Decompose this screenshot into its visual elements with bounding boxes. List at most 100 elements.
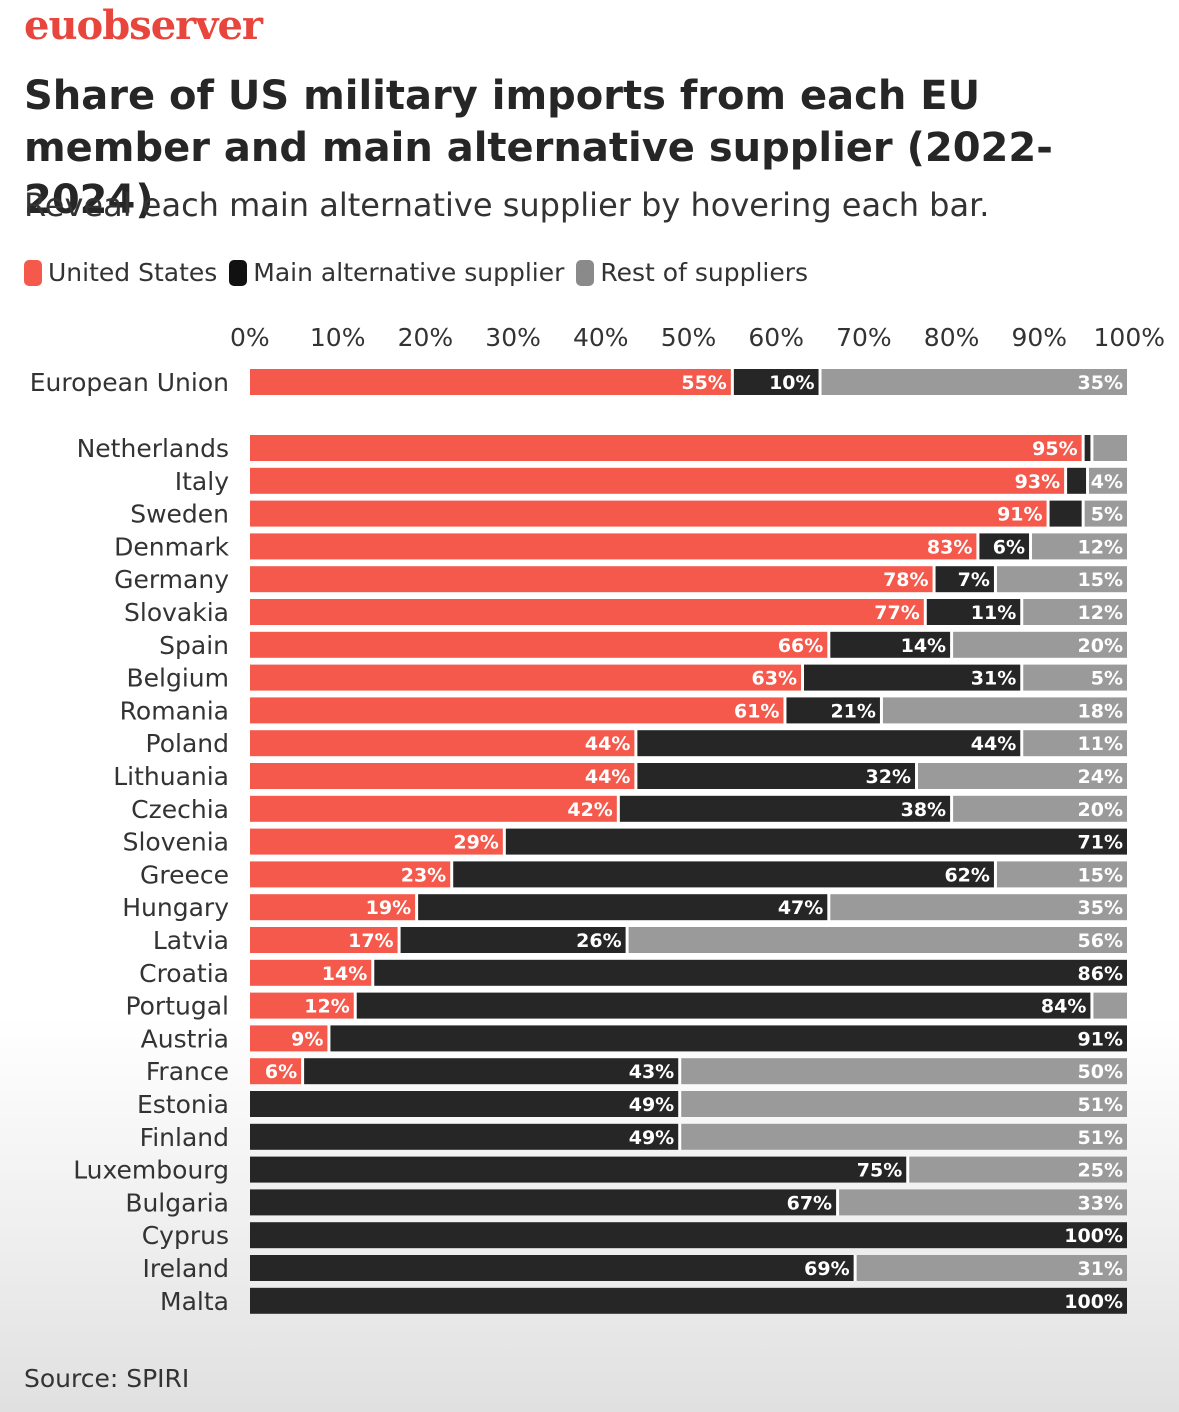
bar-segment-main-alternative — [250, 1255, 854, 1281]
bar-segment-us — [250, 927, 398, 953]
category-label-denmark: Denmark — [114, 532, 229, 561]
legend-item-rest: Rest of suppliers — [576, 258, 808, 287]
data-label: 17% — [348, 930, 393, 952]
data-label: 12% — [1078, 536, 1123, 558]
category-label-latvia: Latvia — [153, 926, 229, 955]
data-label: 6% — [993, 536, 1025, 558]
chart-title: Share of US military imports from each E… — [24, 73, 1053, 223]
data-label: 19% — [366, 897, 411, 919]
bar-segment-rest — [1089, 467, 1127, 494]
bar-segment-rest — [909, 1156, 1127, 1183]
bar-segment-rest — [821, 369, 1127, 395]
x-tick-label: 20% — [398, 323, 454, 352]
bar-segment-rest — [681, 1091, 1127, 1117]
data-label: 67% — [787, 1192, 832, 1214]
x-tick-label: 80% — [924, 323, 980, 352]
bar-segment-rest — [918, 763, 1127, 789]
bar-segment-main-alternative — [733, 369, 819, 395]
data-label: 71% — [1078, 832, 1123, 854]
data-label: 86% — [1078, 963, 1123, 985]
bar-segment-us — [250, 1058, 302, 1085]
data-label: 84% — [1041, 996, 1086, 1018]
bar-segment-us — [250, 533, 977, 560]
data-label: 24% — [1078, 766, 1123, 788]
data-label: 29% — [453, 832, 498, 854]
bar-segment-rest — [882, 697, 1127, 724]
data-label: 95% — [1032, 438, 1077, 460]
bar-segment-us — [250, 1025, 328, 1052]
data-label: 15% — [1078, 569, 1123, 591]
category-label-belgium: Belgium — [127, 664, 230, 693]
bar-segment-main-alternative — [935, 566, 994, 593]
data-label: 15% — [1078, 864, 1123, 886]
bar-segment-main-alternative — [804, 664, 1021, 691]
category-label-czechia: Czechia — [131, 795, 229, 824]
category-label-finland: Finland — [140, 1123, 229, 1152]
data-label: 51% — [1078, 1094, 1123, 1116]
data-label: 26% — [576, 930, 621, 952]
bar-segment-us — [250, 631, 828, 658]
x-tick-label: 90% — [1012, 323, 1068, 352]
legend: United States Main alternative supplier … — [24, 258, 820, 287]
category-label-hungary: Hungary — [122, 893, 229, 922]
bar-segment-main-alternative — [505, 828, 1128, 855]
bar-segment-us — [250, 861, 451, 888]
data-label: 38% — [901, 799, 946, 821]
bar-segment-rest — [830, 894, 1127, 921]
category-label-croatia: Croatia — [139, 959, 229, 988]
data-label: 11% — [971, 602, 1016, 624]
data-label: 69% — [804, 1258, 849, 1280]
data-label: 91% — [997, 504, 1042, 526]
data-label: 100% — [1064, 1291, 1123, 1313]
data-label: 33% — [1078, 1192, 1123, 1214]
category-label-germany: Germany — [114, 565, 229, 594]
data-label: 44% — [585, 766, 630, 788]
data-label: 44% — [585, 733, 630, 755]
legend-label-rest: Rest of suppliers — [600, 258, 809, 287]
data-label: 49% — [629, 1127, 674, 1149]
bar-segment-rest — [1093, 992, 1127, 1019]
bar-segment-main-alternative — [979, 533, 1030, 560]
category-label-lithuania: Lithuania — [113, 762, 229, 791]
data-label: 35% — [1078, 372, 1123, 394]
x-tick-label: 50% — [661, 323, 717, 352]
bar-segment-main-alternative — [926, 599, 1021, 625]
data-label: 50% — [1078, 1061, 1123, 1083]
bar-segment-rest — [839, 1189, 1127, 1216]
category-label-poland: Poland — [146, 729, 229, 758]
bar-segment-rest — [996, 861, 1127, 888]
bar-segment-main-alternative — [637, 730, 1021, 757]
data-label: 47% — [778, 897, 823, 919]
data-label: 91% — [1078, 1028, 1123, 1050]
x-tick-label: 30% — [485, 323, 541, 352]
data-label: 21% — [830, 700, 875, 722]
bar-segment-main-alternative — [400, 927, 626, 953]
bar-segment-rest — [996, 566, 1127, 593]
x-tick-label: 10% — [310, 323, 366, 352]
bar-segment-main-alternative — [619, 795, 951, 822]
source-note: Source: SPIRI — [24, 1364, 190, 1393]
bar-segment-us — [250, 566, 933, 593]
data-label: 12% — [304, 996, 349, 1018]
bar-segment-rest — [628, 927, 1127, 953]
bar-segment-rest — [1023, 730, 1127, 757]
data-label: 6% — [265, 1061, 297, 1083]
bar-segment-us — [250, 664, 802, 691]
category-label-spain: Spain — [159, 631, 229, 660]
data-label: 100% — [1064, 1225, 1123, 1247]
bar-segment-main-alternative — [637, 763, 916, 789]
x-tick-label: 0% — [230, 323, 270, 352]
category-label-estonia: Estonia — [137, 1090, 229, 1119]
legend-label-united-states: United States — [48, 258, 218, 287]
bar-segment-main-alternative — [1084, 435, 1091, 461]
category-label-austria: Austria — [141, 1024, 229, 1053]
legend-item-main-alternative: Main alternative supplier — [229, 258, 564, 287]
category-label-cyprus: Cyprus — [142, 1221, 229, 1250]
bar-segment-us — [250, 992, 354, 1019]
data-label: 43% — [629, 1061, 674, 1083]
data-label: 56% — [1078, 930, 1123, 952]
bar-segment-us — [250, 467, 1065, 494]
data-label: 5% — [1091, 668, 1123, 690]
data-label: 66% — [778, 635, 823, 657]
category-label-slovakia: Slovakia — [124, 598, 229, 627]
